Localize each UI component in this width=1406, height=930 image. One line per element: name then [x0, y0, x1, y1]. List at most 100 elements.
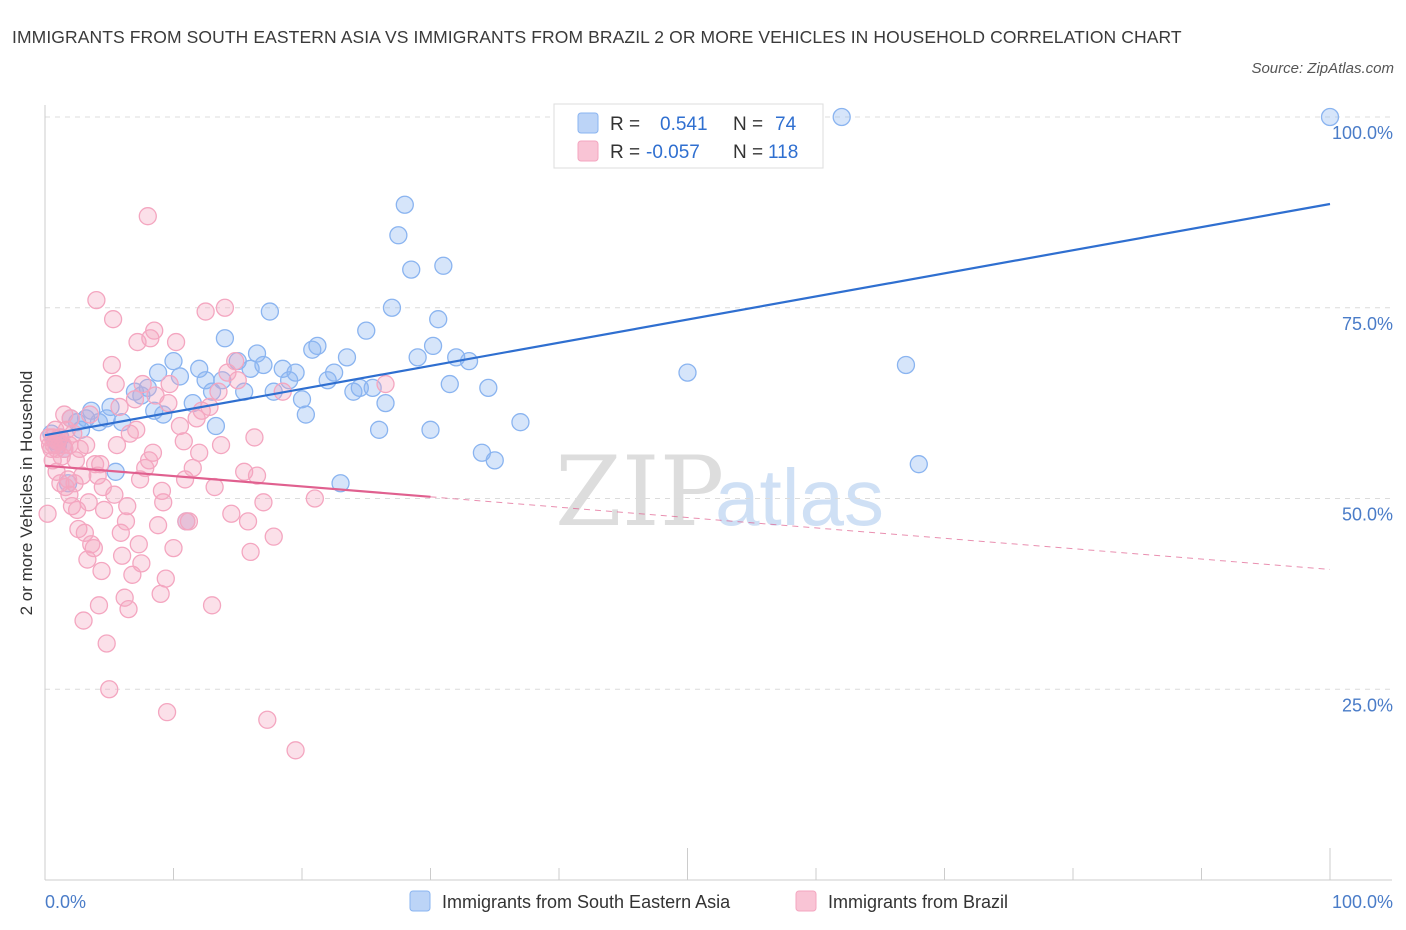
point-brazil: [87, 290, 106, 310]
trend-line-brazil: [44, 464, 431, 498]
point-brazil: [170, 416, 190, 436]
point-south-eastern-asia: [308, 336, 327, 356]
point-south-eastern-asia: [434, 256, 453, 275]
point-brazil: [286, 741, 305, 760]
axes: 0.0% 100.0%: [44, 105, 1393, 912]
point-south-eastern-asia: [408, 348, 427, 367]
trend-line-brazil-extension: [430, 496, 1331, 570]
point-brazil: [130, 470, 150, 489]
stats-legend-box: [553, 103, 824, 169]
point-brazil: [102, 355, 121, 375]
series-legend: Immigrants from South Eastern Asia Immig…: [409, 890, 1008, 912]
point-brazil: [106, 374, 125, 394]
point-south-eastern-asia: [254, 355, 273, 375]
y-tick-label: 75.0%: [1342, 314, 1393, 334]
point-brazil: [190, 443, 209, 462]
legend-n-label-sea: N =: [733, 114, 763, 135]
y-tick-label: 100.0%: [1332, 123, 1393, 143]
point-brazil: [133, 374, 152, 394]
point-south-eastern-asia: [909, 455, 928, 474]
point-brazil: [159, 393, 178, 413]
point-brazil: [238, 512, 258, 531]
point-south-eastern-asia: [402, 260, 421, 279]
point-brazil: [218, 363, 237, 382]
point-south-eastern-asia: [296, 405, 316, 424]
point-brazil: [166, 332, 186, 352]
point-south-eastern-asia: [678, 363, 697, 382]
point-south-eastern-asia: [286, 363, 305, 382]
point-brazil: [65, 474, 84, 493]
x-tick-label-min: 0.0%: [45, 892, 86, 912]
point-brazil: [79, 493, 98, 512]
point-brazil: [264, 527, 283, 546]
point-brazil: [245, 428, 264, 447]
point-brazil: [247, 466, 267, 485]
legend-r-label-brazil: R =: [610, 142, 640, 163]
point-brazil: [74, 611, 93, 630]
bottom-legend-label-sea: Immigrants from South Eastern Asia: [442, 892, 731, 912]
point-brazil: [129, 535, 148, 554]
point-brazil: [80, 405, 100, 424]
point-brazil: [119, 599, 138, 619]
x-tick-label-max: 100.0%: [1332, 892, 1393, 912]
point-brazil: [228, 371, 247, 390]
point-brazil: [73, 466, 92, 485]
point-brazil: [160, 374, 179, 394]
data-points: [38, 107, 1340, 760]
trend-line-south-eastern-asia: [44, 202, 1331, 437]
point-south-eastern-asia: [511, 413, 530, 432]
legend-n-value-sea: 74: [775, 114, 797, 135]
chart-title: IMMIGRANTS FROM SOUTH EASTERN ASIA VS IM…: [12, 27, 1182, 47]
point-brazil: [84, 538, 103, 558]
point-brazil: [76, 435, 96, 455]
point-south-eastern-asia: [215, 329, 235, 348]
point-brazil: [94, 500, 114, 520]
point-brazil: [75, 523, 94, 542]
point-brazil: [116, 512, 136, 531]
bottom-legend-label-brazil: Immigrants from Brazil: [828, 892, 1008, 912]
point-brazil: [241, 542, 260, 562]
point-brazil: [179, 512, 199, 531]
point-south-eastern-asia: [202, 382, 222, 401]
point-brazil: [254, 493, 273, 512]
point-south-eastern-asia: [331, 474, 350, 493]
point-brazil: [222, 504, 241, 523]
point-brazil: [132, 554, 151, 573]
source-label: Source: ZipAtlas.com: [1251, 60, 1394, 77]
point-brazil: [103, 310, 123, 329]
point-south-eastern-asia: [421, 420, 440, 439]
point-brazil: [175, 470, 195, 489]
point-south-eastern-asia: [395, 195, 414, 214]
point-south-eastern-asia: [260, 302, 280, 321]
point-brazil: [38, 504, 57, 523]
grid-lines: 25.0% 50.0% 75.0% 100.0%: [45, 116, 1393, 715]
point-brazil: [55, 405, 74, 424]
legend-n-label-brazil: N =: [733, 142, 763, 163]
bottom-legend-swatch-sea: [409, 890, 431, 912]
point-brazil: [97, 634, 116, 653]
point-brazil: [110, 397, 129, 417]
point-brazil: [202, 596, 222, 615]
point-south-eastern-asia: [485, 451, 504, 470]
point-brazil: [100, 680, 119, 699]
point-brazil: [157, 702, 177, 722]
point-brazil: [105, 485, 124, 504]
legend-n-value-brazil: 118: [768, 142, 798, 163]
point-brazil: [89, 596, 109, 615]
point-brazil: [118, 496, 137, 516]
point-south-eastern-asia: [369, 420, 389, 439]
point-south-eastern-asia: [376, 393, 395, 413]
point-south-eastern-asia: [247, 344, 267, 363]
point-south-eastern-asia: [170, 367, 190, 386]
point-brazil: [209, 382, 228, 401]
point-south-eastern-asia: [357, 321, 376, 340]
trend-lines: [44, 202, 1331, 570]
point-brazil: [205, 477, 224, 497]
y-axis-title: 2 or more Vehicles in Household: [17, 371, 36, 616]
point-south-eastern-asia: [479, 378, 498, 398]
watermark-zip: ZIP: [555, 436, 724, 548]
point-brazil: [148, 516, 168, 535]
point-brazil: [138, 207, 157, 226]
point-south-eastern-asia: [896, 355, 916, 375]
